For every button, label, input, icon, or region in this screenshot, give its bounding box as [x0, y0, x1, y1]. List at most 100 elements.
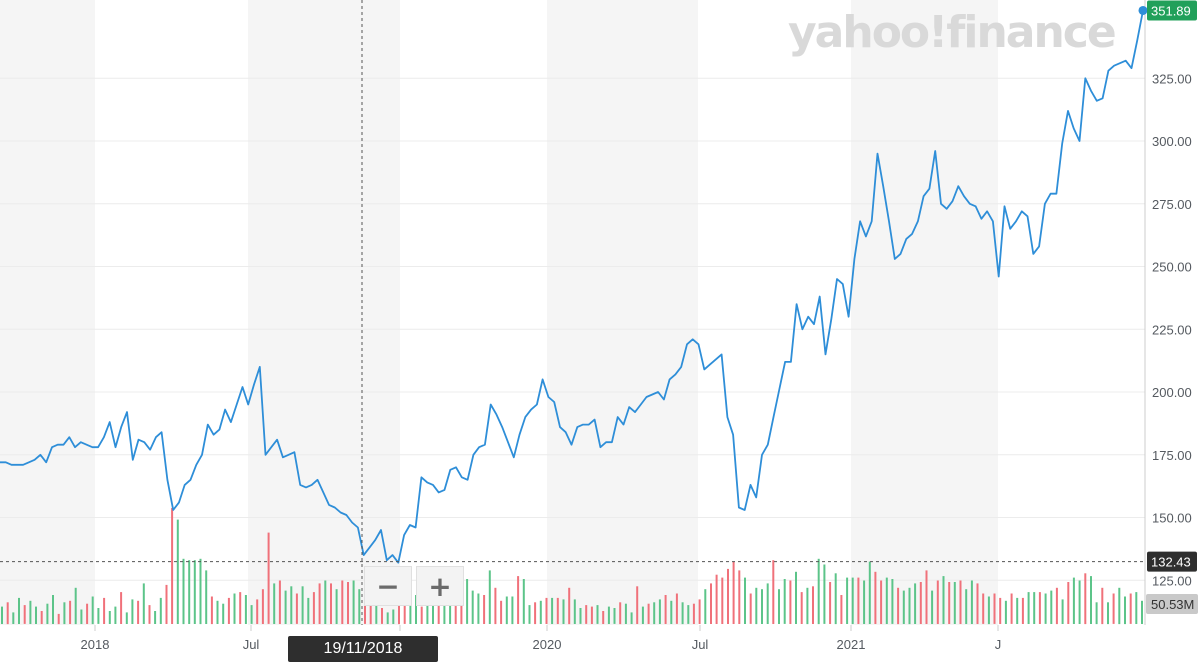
volume-bar	[358, 589, 361, 624]
volume-bar	[511, 596, 514, 625]
volume-bar	[681, 602, 684, 625]
x-tick-label: J	[995, 637, 1002, 652]
crosshair-date-label: 19/11/2018	[288, 636, 438, 662]
volume-bar	[755, 587, 758, 625]
volume-bar	[919, 582, 922, 624]
volume-bar	[52, 595, 54, 624]
volume-bar	[761, 589, 763, 624]
volume-bar	[766, 583, 769, 624]
volume-bar	[199, 558, 202, 625]
volume-bar	[891, 579, 894, 624]
volume-bar	[953, 582, 956, 624]
volume-bars	[1, 508, 1143, 625]
volume-bar	[925, 570, 928, 624]
volume-bar	[692, 603, 695, 624]
volume-bar	[1135, 592, 1138, 624]
volume-bar	[744, 577, 746, 624]
volume-bar	[539, 600, 542, 624]
volume-bar	[829, 582, 832, 624]
zoom-out-button[interactable]: −	[364, 566, 412, 606]
volume-bar	[1067, 582, 1070, 624]
volume-bar	[596, 605, 599, 624]
volume-bar	[125, 612, 128, 624]
crosshair-price-box	[1147, 551, 1197, 572]
volume-bar	[466, 579, 469, 624]
volume-box	[1146, 594, 1198, 614]
volume-bar	[602, 611, 605, 624]
volume-bar	[318, 583, 321, 624]
volume-bar	[1072, 577, 1075, 624]
shaded-period-band	[547, 0, 698, 625]
volume-bar	[1010, 593, 1013, 624]
volume-bar	[1055, 587, 1058, 625]
volume-bar	[863, 580, 866, 624]
volume-bar	[607, 606, 610, 624]
volume-bar	[182, 558, 185, 625]
volume-bar	[69, 600, 72, 624]
volume-bar	[301, 586, 304, 624]
period-bands	[0, 0, 998, 625]
volume-bar	[80, 609, 83, 624]
volume-bar	[556, 597, 559, 624]
volume-bar	[1016, 597, 1019, 624]
volume-bar	[1, 606, 3, 624]
volume-bar	[704, 589, 707, 624]
shaded-period-band	[0, 0, 95, 625]
volume-bar	[290, 586, 293, 624]
volume-bar	[783, 579, 786, 624]
volume-bar	[86, 603, 89, 624]
y-axis: 325.00 300.00 275.00 250.00 225.00 200.00 175.…	[1152, 71, 1192, 588]
volume-bar	[573, 599, 576, 624]
volume-bar	[834, 573, 837, 625]
x-tick-label: 2021	[837, 637, 866, 652]
volume-value-label: 50.53M	[1151, 597, 1194, 612]
volume-bar	[840, 595, 843, 624]
y-tick-label: 225.00	[1152, 322, 1192, 337]
volume-bar	[710, 583, 712, 624]
x-axis: 2018JulJul2020Jul2021J	[81, 625, 1002, 652]
volume-bar	[619, 602, 622, 625]
volume-bar	[120, 592, 123, 624]
yahoo-finance-logo: yahoo!finance	[788, 7, 1115, 58]
volume-bar	[993, 593, 996, 624]
volume-bar	[795, 571, 797, 624]
volume-bar	[500, 600, 503, 624]
volume-bar	[976, 583, 979, 624]
volume-bar	[137, 600, 140, 624]
volume-bar	[687, 605, 690, 624]
last-price-badge: 351.89	[1138, 0, 1197, 21]
volume-bar	[364, 593, 366, 624]
volume-bar	[800, 592, 803, 624]
volume-bar	[91, 596, 94, 625]
volume-bar	[40, 611, 43, 624]
grid-lines	[0, 77, 1145, 581]
volume-bar	[142, 583, 145, 624]
volume-badge: 50.53M	[1146, 594, 1198, 614]
volume-bar	[772, 560, 775, 624]
zoom-in-button[interactable]: +	[416, 566, 464, 606]
volume-bar	[23, 605, 26, 624]
volume-bar	[545, 597, 548, 624]
volume-bar	[1112, 593, 1115, 624]
volume-bar	[897, 587, 900, 625]
volume-bar	[880, 580, 883, 624]
volume-bar	[823, 564, 826, 624]
volume-bar	[885, 577, 888, 624]
volume-bar	[1050, 590, 1053, 624]
volume-bar	[959, 580, 962, 624]
volume-bar	[812, 586, 814, 624]
y-tick-label: 300.00	[1152, 134, 1192, 149]
volume-bar	[392, 609, 395, 624]
volume-bar	[171, 508, 174, 624]
volume-bar	[1078, 580, 1081, 624]
volume-bar	[6, 602, 9, 625]
volume-bar	[613, 608, 616, 624]
volume-bar	[670, 600, 673, 624]
volume-bar	[664, 595, 667, 624]
volume-bar	[437, 600, 440, 624]
volume-bar	[216, 600, 219, 624]
volume-bar	[817, 558, 820, 625]
volume-bar	[874, 571, 877, 624]
volume-bar	[1118, 587, 1121, 625]
